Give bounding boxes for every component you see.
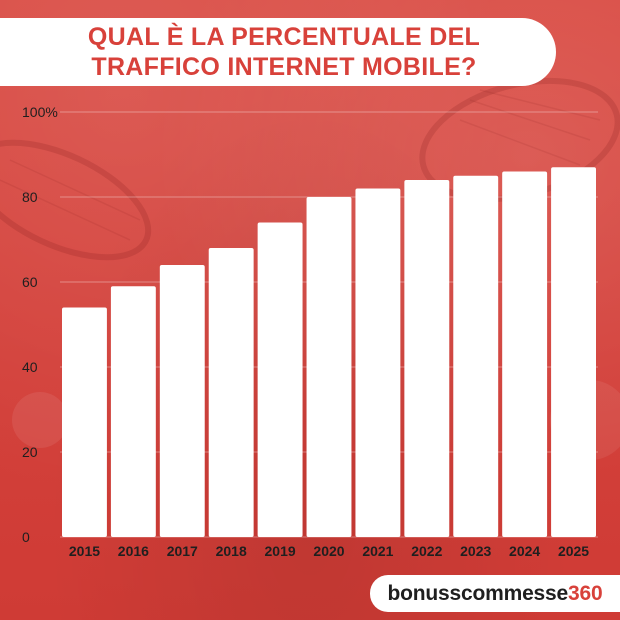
y-tick-label: 80 <box>22 189 38 205</box>
brand-logo: bonusscommesse360 <box>388 582 603 606</box>
y-tick-label: 0 <box>22 529 30 545</box>
bar-2024 <box>502 171 548 537</box>
chart-title: QUAL È LA PERCENTUALE DEL TRAFFICO INTER… <box>44 22 524 82</box>
bar-2015 <box>62 307 107 537</box>
x-tick-label: 2025 <box>558 543 589 559</box>
x-tick-label: 2023 <box>460 543 491 559</box>
y-tick-label: 20 <box>22 444 38 460</box>
x-tick-label: 2015 <box>69 543 100 559</box>
bar-2020 <box>306 197 352 537</box>
bar-2017 <box>159 265 205 537</box>
y-tick-label: 60 <box>22 274 38 290</box>
bars <box>62 167 596 537</box>
y-axis-ticks: 0 20 40 60 80 100% <box>22 104 58 545</box>
bar-2021 <box>355 188 401 537</box>
x-axis-ticks: 2015 2016 2017 2018 2019 2020 2021 2022 2023 2024… <box>69 543 589 559</box>
x-tick-label: 2022 <box>411 543 442 559</box>
x-tick-label: 2024 <box>509 543 540 559</box>
x-tick-label: 2017 <box>167 543 198 559</box>
y-tick-label: 100% <box>22 104 58 120</box>
bar-2023 <box>453 175 499 537</box>
bar-2022 <box>404 180 450 537</box>
bar-2018 <box>208 248 254 537</box>
bar-2025 <box>551 167 596 537</box>
x-tick-label: 2021 <box>362 543 393 559</box>
brand-name: bonusscommesse <box>387 581 569 605</box>
x-tick-label: 2019 <box>265 543 296 559</box>
brand-number: 360 <box>567 581 603 605</box>
title-banner: QUAL È LA PERCENTUALE DEL TRAFFICO INTER… <box>0 18 556 86</box>
title-line-2: TRAFFICO INTERNET MOBILE? <box>91 53 477 81</box>
brand-banner: bonusscommesse360 <box>370 575 620 612</box>
x-tick-label: 2016 <box>118 543 149 559</box>
bar-2016 <box>110 286 156 537</box>
bar-2019 <box>257 222 303 537</box>
y-tick-label: 40 <box>22 359 38 375</box>
x-tick-label: 2020 <box>313 543 344 559</box>
title-line-1: QUAL È LA PERCENTUALE DEL <box>87 23 481 51</box>
x-tick-label: 2018 <box>216 543 247 559</box>
